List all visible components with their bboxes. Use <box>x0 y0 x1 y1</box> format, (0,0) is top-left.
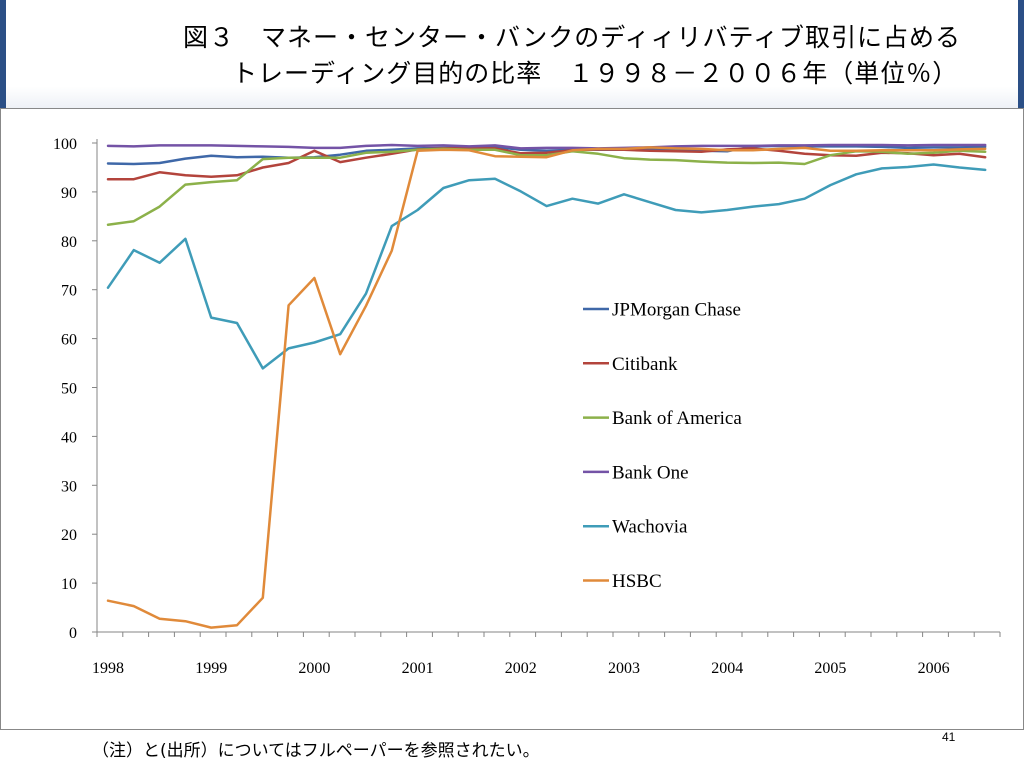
y-tick-label: 70 <box>61 283 77 300</box>
series-line-jpmorgan-chase <box>106 144 987 166</box>
y-tick-label: 40 <box>61 429 77 446</box>
legend-label: Bank One <box>612 462 689 483</box>
y-tick-label: 10 <box>61 576 77 593</box>
series-line-wachovia <box>106 163 987 370</box>
x-tick-label: 2004 <box>711 660 743 677</box>
x-tick-label: 2003 <box>608 660 640 677</box>
legend-label: Bank of America <box>612 408 742 429</box>
slide-header <box>0 0 1024 108</box>
y-tick-label: 30 <box>61 478 77 495</box>
footer-note: （注）と(出所）についてはフルペーパーを参照されたい。 <box>92 741 540 761</box>
legend-label: Wachovia <box>612 517 688 538</box>
x-tick-label: 2000 <box>298 660 330 677</box>
y-tick-label: 20 <box>61 527 77 544</box>
series-line-hsbc <box>106 146 987 629</box>
series-line-bank-of-america <box>106 147 987 226</box>
series-line-citibank <box>106 147 987 181</box>
x-tick-label: 1998 <box>92 660 124 677</box>
x-tick-label: 2006 <box>918 660 950 677</box>
y-tick-label: 100 <box>53 136 77 153</box>
y-tick-label: 60 <box>61 332 77 349</box>
x-tick-label: 1999 <box>195 660 227 677</box>
y-tick-label: 0 <box>69 625 77 642</box>
header-accent-left <box>0 0 6 108</box>
header-accent-right <box>1018 0 1024 108</box>
slide-title: 図３ マネー・センター・バンクのディィリバティブ取引に占める トレーディング目的… <box>0 20 1024 92</box>
x-tick-label: 2002 <box>505 660 537 677</box>
slide-title-line2: トレーディング目的の比率 １９９８－２００６年（単位％） <box>232 59 959 88</box>
legend-label: Citibank <box>612 354 678 375</box>
page-number: 41 <box>942 730 956 744</box>
y-tick-label: 50 <box>61 381 77 398</box>
y-tick-label: 90 <box>61 185 77 202</box>
slide-title-line1: 図３ マネー・センター・バンクのディィリバティブ取引に占める <box>183 23 962 52</box>
legend-label: HSBC <box>612 571 662 592</box>
series-line-bank-one <box>106 143 987 150</box>
chart-panel <box>0 108 1024 730</box>
x-tick-label: 2005 <box>814 660 846 677</box>
x-tick-label: 2001 <box>402 660 434 677</box>
y-tick-label: 80 <box>61 234 77 251</box>
legend-label: JPMorgan Chase <box>612 300 741 321</box>
